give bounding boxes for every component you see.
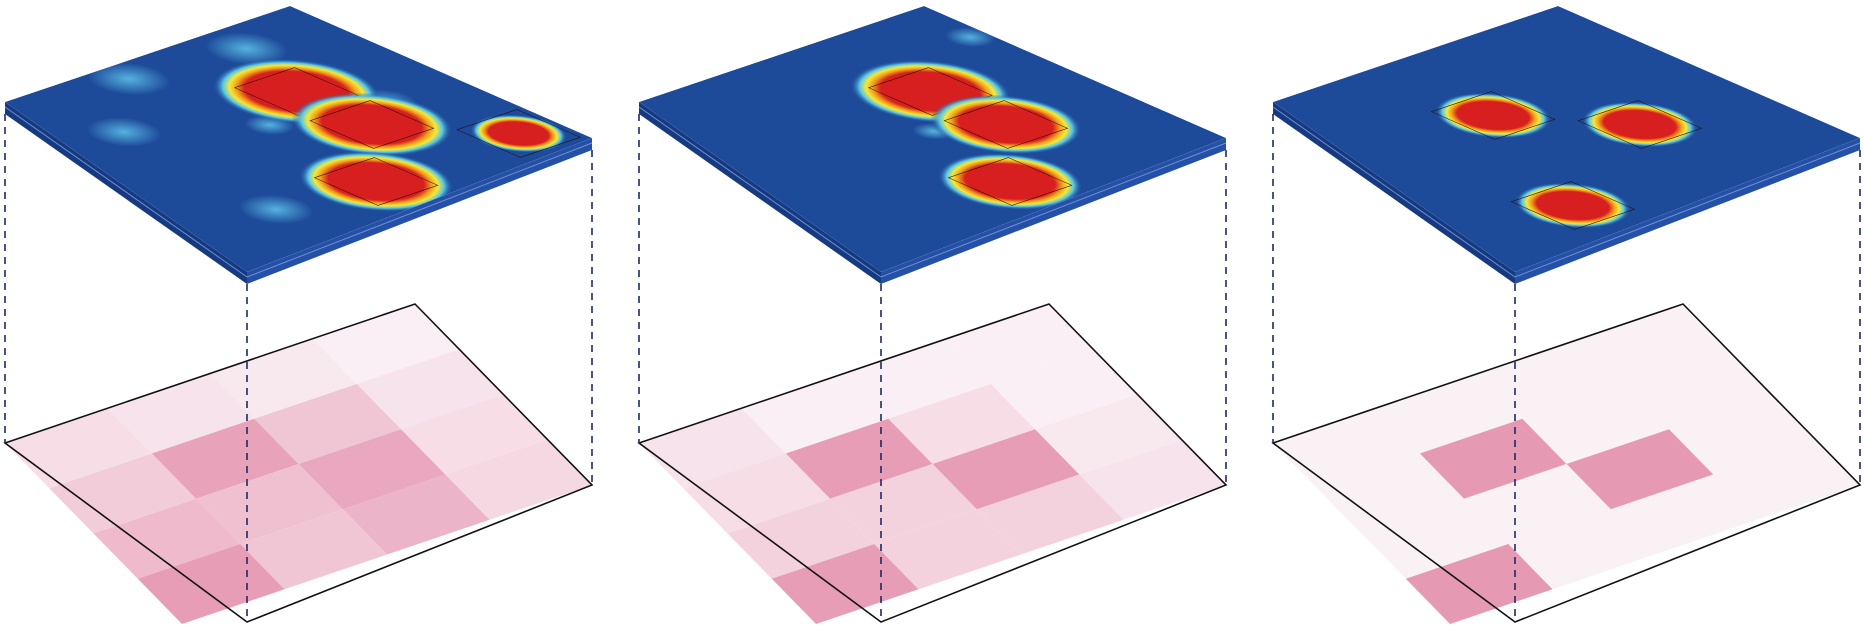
- field-plane: [1426, 89, 1707, 232]
- grid-cell: [1566, 429, 1714, 510]
- field-hotspot: [278, 88, 465, 161]
- panel-2: [637, 6, 1228, 624]
- slab-edge-line: [246, 142, 593, 278]
- slab-edge-line: [638, 106, 882, 278]
- guide-lines: [4, 114, 593, 622]
- grid-outline: [637, 303, 1228, 623]
- field-surface: [1273, 6, 1860, 272]
- source-outline: [947, 157, 1073, 206]
- source-outline: [1577, 100, 1703, 149]
- grid-cell: [1464, 464, 1611, 544]
- grid-cell: [5, 408, 152, 489]
- field-hotspot: [926, 148, 1094, 215]
- slab-edge-line: [4, 106, 248, 278]
- grid-cell: [1580, 304, 1728, 384]
- field-halo: [238, 194, 314, 225]
- slab-side-left: [5, 102, 247, 284]
- grid-cell: [1610, 474, 1758, 555]
- field-surface: [639, 6, 1226, 272]
- field-plane: [837, 27, 1094, 215]
- grid-cell: [1713, 439, 1860, 520]
- grid-cell: [1405, 544, 1553, 624]
- field-hotspot: [918, 90, 1094, 159]
- grid-cell: [1035, 394, 1182, 475]
- slab-edge-line: [880, 142, 1227, 278]
- grid-cell: [210, 338, 357, 419]
- grid-cell: [741, 373, 889, 454]
- grid-cell: [254, 384, 401, 464]
- grid-cell: [1478, 338, 1625, 419]
- grid-cell: [1669, 394, 1816, 475]
- grid-cell: [196, 464, 343, 544]
- source-outline: [456, 109, 581, 158]
- panel-1: [3, 6, 594, 624]
- grid-cell: [137, 544, 285, 624]
- grid-cell: [401, 394, 548, 475]
- grid-cell: [49, 453, 196, 534]
- source-outline: [309, 100, 435, 149]
- grid-cell: [1508, 509, 1655, 590]
- grid-cell: [830, 464, 977, 544]
- field-background: [1273, 6, 1860, 272]
- field-hotspot: [286, 146, 466, 217]
- density-grid: [639, 304, 1226, 624]
- grid-outline: [1271, 303, 1862, 623]
- grid-cell: [151, 418, 299, 499]
- slab-side-left: [639, 102, 881, 284]
- grid-cell: [888, 384, 1035, 464]
- grid-cell: [445, 439, 592, 520]
- grid-cell: [1419, 418, 1567, 499]
- field-halo: [87, 62, 171, 96]
- grid-cell: [785, 418, 933, 499]
- grid-cell: [844, 338, 991, 419]
- grid-cell: [683, 453, 830, 534]
- panel-3: [1271, 6, 1862, 624]
- density-grid: [1273, 304, 1860, 624]
- grid-cell: [1079, 439, 1226, 520]
- grid-cell: [639, 408, 786, 489]
- grid-cell: [356, 349, 504, 430]
- guide-lines: [638, 114, 1227, 622]
- grid-cell: [727, 498, 875, 579]
- grid-cell: [1522, 384, 1669, 464]
- grid-outline: [3, 303, 594, 623]
- slab-side-left: [1273, 102, 1515, 284]
- grid-cell: [771, 544, 919, 624]
- source-outline: [943, 100, 1069, 149]
- slab-edge-line: [1272, 106, 1516, 278]
- slab-edge-line: [1514, 142, 1861, 278]
- slab-side-right: [247, 138, 592, 284]
- grid-cell: [976, 474, 1124, 555]
- grid-cell: [312, 304, 460, 384]
- grid-cell: [1361, 498, 1509, 579]
- grid-cell: [107, 373, 255, 454]
- field-plane: [86, 32, 581, 225]
- slab-side-right: [881, 138, 1226, 284]
- grid-cell: [1317, 453, 1464, 534]
- source-outline: [1430, 91, 1556, 140]
- grid-cell: [93, 498, 241, 579]
- grid-cell: [342, 474, 490, 555]
- source-outline: [313, 157, 439, 206]
- grid-cell: [946, 304, 1094, 384]
- field-halo: [945, 27, 996, 47]
- grid-cell: [990, 349, 1138, 430]
- slab-side-right: [1515, 138, 1860, 284]
- grid-cell: [932, 429, 1080, 510]
- grid-cell: [1375, 373, 1523, 454]
- grid-cell: [1624, 349, 1772, 430]
- grid-cell: [298, 429, 446, 510]
- grid-cell: [874, 509, 1021, 590]
- guide-lines: [1272, 114, 1861, 622]
- density-grid: [5, 304, 592, 624]
- source-outline: [1510, 181, 1636, 230]
- field-surface: [5, 6, 592, 272]
- grid-cell: [1273, 408, 1420, 489]
- grid-cell: [240, 509, 387, 590]
- panels-group: [3, 6, 1862, 624]
- field-halo: [86, 117, 162, 147]
